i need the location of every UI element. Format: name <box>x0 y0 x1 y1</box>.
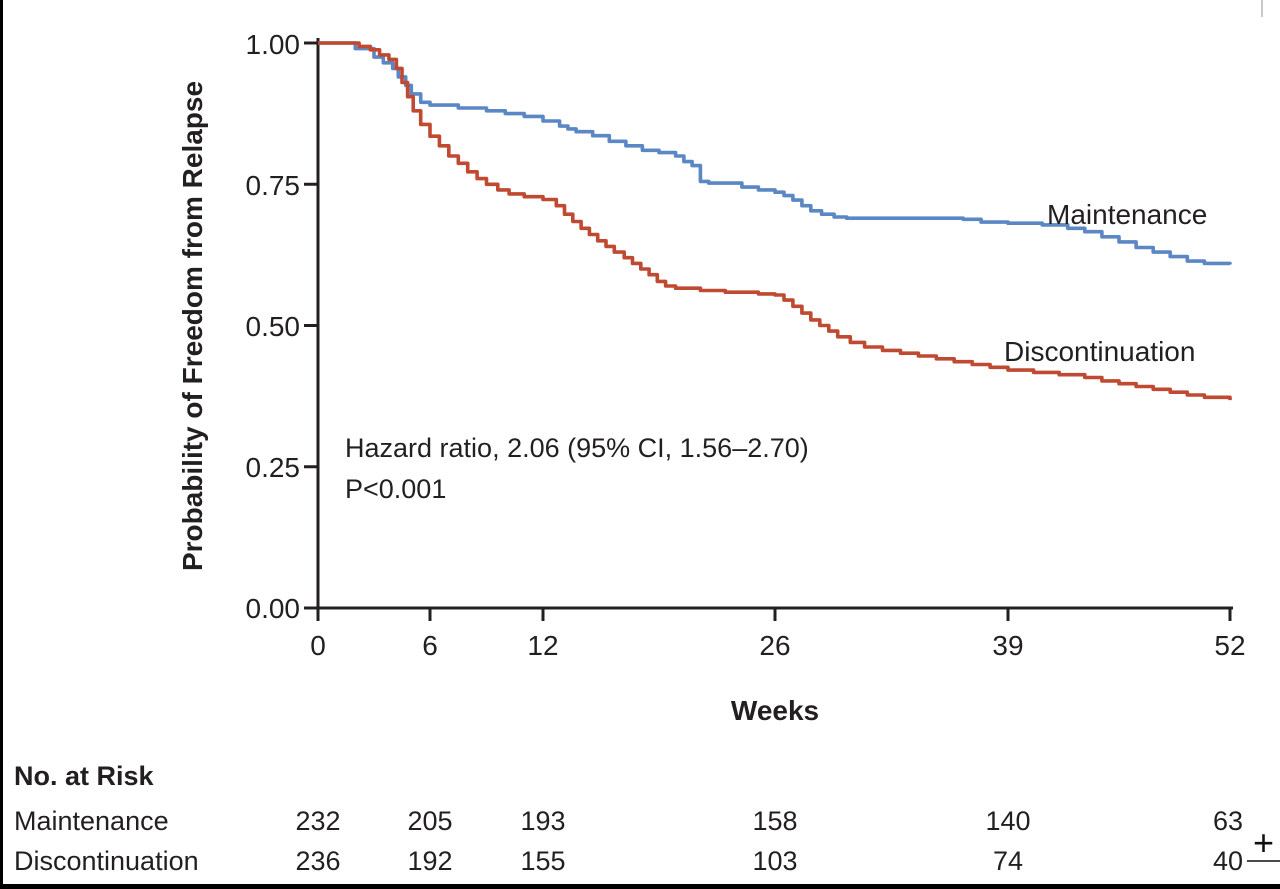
risk-value: 158 <box>752 806 798 836</box>
risk-table-title: No. at Risk <box>14 761 154 791</box>
risk-row-label-maintenance: Maintenance <box>14 806 169 836</box>
risk-row-label-discontinuation: Discontinuation <box>14 846 199 876</box>
y-tick-label: 0.00 <box>245 593 301 624</box>
hazard-ratio-annotation: Hazard ratio, 2.06 (95% CI, 1.56–2.70) <box>345 433 809 463</box>
y-tick-label: 0.75 <box>245 170 301 201</box>
series-label-discontinuation: Discontinuation <box>1004 336 1196 367</box>
x-tick-label: 0 <box>310 630 326 661</box>
viewer-frame-fragment <box>1261 0 1263 17</box>
x-tick-label: 12 <box>527 630 559 661</box>
figure-border-bottom <box>0 884 1280 889</box>
risk-value: 232 <box>295 806 341 836</box>
x-tick-label: 26 <box>759 630 791 661</box>
zoom-in-button[interactable]: + <box>1247 825 1280 862</box>
figure-border-left <box>0 0 3 889</box>
risk-value: 40 <box>1212 846 1244 876</box>
y-tick-label: 0.25 <box>245 452 301 483</box>
y-tick-label: 0.50 <box>245 311 301 342</box>
risk-value: 140 <box>985 806 1031 836</box>
series-label-maintenance: Maintenance <box>1047 199 1208 230</box>
p-value-annotation: P<0.001 <box>345 474 447 504</box>
x-tick-label: 52 <box>1214 630 1246 661</box>
risk-value: 192 <box>407 846 453 876</box>
risk-value: 236 <box>295 846 341 876</box>
x-tick-label: 39 <box>992 630 1024 661</box>
x-axis-title: Weeks <box>730 695 820 726</box>
risk-value: 74 <box>992 846 1024 876</box>
risk-value: 193 <box>520 806 566 836</box>
zoom-in-icon: + <box>1252 822 1275 863</box>
risk-value: 63 <box>1212 806 1244 836</box>
y-tick-label: 1.00 <box>245 29 301 60</box>
x-tick-label: 6 <box>422 630 438 661</box>
risk-value: 103 <box>752 846 798 876</box>
risk-value: 155 <box>520 846 566 876</box>
risk-value: 205 <box>407 806 453 836</box>
